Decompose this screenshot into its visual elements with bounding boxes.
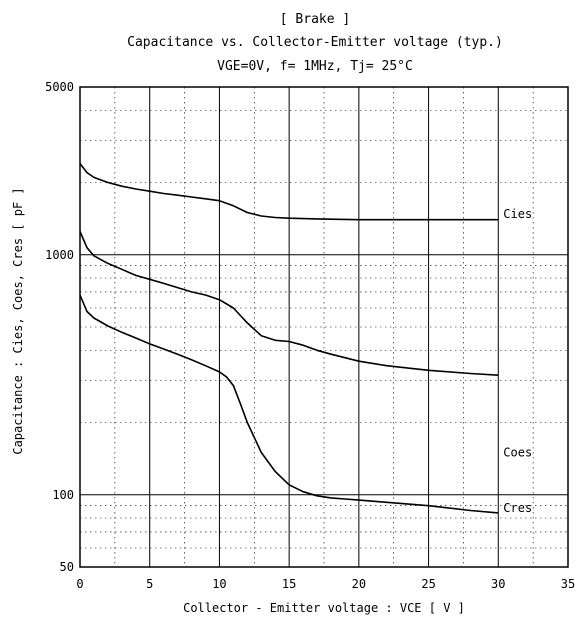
x-tick-label: 30 — [491, 577, 505, 591]
x-tick-label: 5 — [146, 577, 153, 591]
grid-major — [80, 87, 568, 567]
x-tick-label: 15 — [282, 577, 296, 591]
series-lines — [79, 163, 499, 514]
chart-title: [ Brake ] — [280, 12, 350, 27]
series-labels: Cies Coes Cres — [503, 207, 532, 515]
x-tick-label: 20 — [352, 577, 366, 591]
x-tick-label: 25 — [421, 577, 435, 591]
y-tick-label: 50 — [60, 560, 74, 574]
series-label-cres: Cres — [503, 501, 532, 515]
y-axis-label: Capacitance : Cies, Coes, Cres [ pF ] — [11, 187, 25, 454]
grid-minor — [80, 87, 568, 567]
series-line-coes — [79, 231, 499, 376]
plot-frame — [79, 86, 569, 568]
x-tick-label: 10 — [212, 577, 226, 591]
y-tick-label: 100 — [52, 488, 74, 502]
series-line-cies — [79, 163, 499, 221]
series-label-coes: Coes — [503, 445, 532, 459]
y-tick-label: 1000 — [45, 248, 74, 262]
x-tick-label: 35 — [561, 577, 575, 591]
x-tick-label: 0 — [76, 577, 83, 591]
x-axis-label: Collector - Emitter voltage : VCE [ V ] — [183, 601, 465, 615]
chart-conditions: VGE=0V, f= 1MHz, Tj= 25°C — [217, 59, 413, 74]
series-label-cies: Cies — [503, 207, 532, 221]
chart-subtitle: Capacitance vs. Collector-Emitter voltag… — [127, 35, 503, 50]
series-line-cres — [79, 294, 499, 514]
x-tick-labels: 0 5 10 15 20 25 30 35 — [76, 577, 575, 591]
y-tick-labels: 50 100 1000 5000 — [45, 80, 74, 574]
y-tick-label: 5000 — [45, 80, 74, 94]
